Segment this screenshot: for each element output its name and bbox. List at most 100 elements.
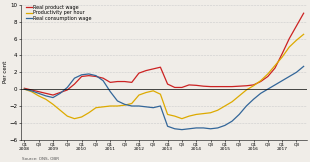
Line: Real consumption wage: Real consumption wage [24,66,303,130]
Real consumption wage [158,105,162,107]
Productivity per hour [202,113,205,115]
Productivity per hour [58,109,62,111]
Productivity per hour [23,88,26,90]
Productivity per hour [266,73,270,75]
Real product wage [166,83,170,85]
Real product wage [245,85,248,87]
Productivity per hour [194,113,198,115]
Productivity per hour [173,115,177,117]
Real consumption wage [266,88,270,90]
Real product wage [37,91,41,93]
Productivity per hour [123,104,126,106]
Real product wage [130,81,134,83]
Productivity per hour [302,33,305,35]
Real consumption wage [202,127,205,129]
Real consumption wage [101,80,105,82]
Real consumption wage [144,106,148,108]
Real product wage [259,81,263,82]
Real consumption wage [30,90,33,92]
Real product wage [87,75,91,77]
Real product wage [151,68,155,70]
Real consumption wage [123,103,126,105]
Productivity per hour [116,105,119,107]
Real product wage [94,75,98,77]
Legend: Real product wage, Productivity per hour, Real consumption wage: Real product wage, Productivity per hour… [26,5,92,21]
Real consumption wage [44,95,48,97]
Productivity per hour [158,93,162,95]
Real consumption wage [302,65,305,67]
Real consumption wage [80,74,83,76]
Real product wage [294,25,298,27]
Real consumption wage [209,128,212,130]
Productivity per hour [73,118,76,120]
Real consumption wage [230,120,234,122]
Real product wage [237,85,241,87]
Real consumption wage [87,73,91,75]
Real consumption wage [245,105,248,107]
Real consumption wage [166,125,170,127]
Productivity per hour [80,116,83,118]
Productivity per hour [30,91,33,93]
Real product wage [273,67,277,69]
Real product wage [287,38,291,40]
Productivity per hour [51,103,55,105]
Real consumption wage [187,128,191,130]
Real product wage [266,75,270,77]
Real product wage [116,81,119,82]
Real consumption wage [280,80,284,82]
Real consumption wage [287,75,291,77]
Real product wage [223,86,227,88]
Productivity per hour [37,95,41,97]
Real consumption wage [94,75,98,77]
Productivity per hour [166,113,170,115]
Productivity per hour [223,105,227,107]
Productivity per hour [237,95,241,97]
Real consumption wage [180,129,184,131]
Real consumption wage [58,92,62,94]
Text: Source: ONS, OBR: Source: ONS, OBR [22,157,59,161]
Real consumption wage [23,88,26,90]
Productivity per hour [230,101,234,103]
Real consumption wage [130,105,134,107]
Productivity per hour [94,107,98,109]
Real consumption wage [223,124,227,126]
Real product wage [137,72,141,74]
Real consumption wage [116,100,119,102]
Productivity per hour [101,106,105,108]
Real consumption wage [108,91,112,93]
Line: Productivity per hour: Productivity per hour [24,34,303,119]
Productivity per hour [273,64,277,66]
Productivity per hour [287,46,291,48]
Real product wage [158,66,162,68]
Real consumption wage [259,92,263,94]
Real product wage [230,86,234,88]
Real product wage [108,81,112,83]
Real consumption wage [37,92,41,94]
Productivity per hour [259,80,263,82]
Real consumption wage [294,71,298,73]
Real consumption wage [51,97,55,98]
Real consumption wage [137,105,141,107]
Real product wage [144,70,148,72]
Real product wage [252,84,255,86]
Productivity per hour [144,92,148,93]
Productivity per hour [216,109,219,111]
Real product wage [51,94,55,96]
Real product wage [23,87,26,89]
Productivity per hour [65,115,69,117]
Line: Real product wage: Real product wage [24,13,303,95]
Real product wage [302,12,305,14]
Real product wage [209,86,212,88]
Real consumption wage [237,113,241,115]
Y-axis label: Per cent: Per cent [3,61,8,83]
Real product wage [173,87,177,88]
Real product wage [202,85,205,87]
Productivity per hour [44,98,48,100]
Productivity per hour [209,112,212,114]
Real consumption wage [194,127,198,129]
Real product wage [44,92,48,94]
Real consumption wage [151,107,155,109]
Real consumption wage [173,128,177,130]
Real product wage [280,53,284,55]
Productivity per hour [187,115,191,117]
